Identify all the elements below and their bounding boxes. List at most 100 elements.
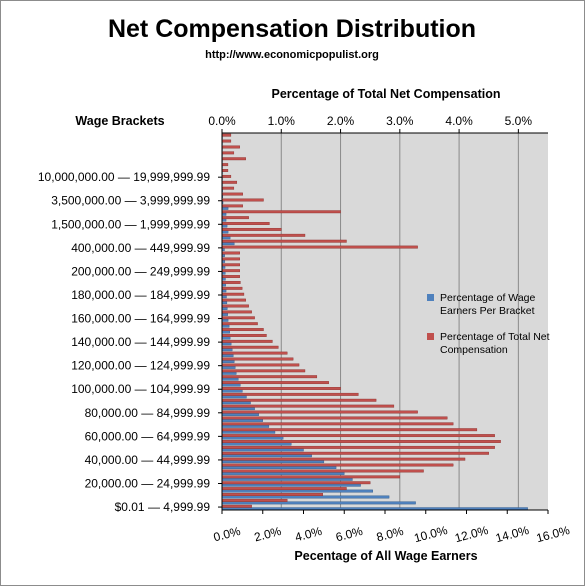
blue-bar: [221, 407, 255, 411]
category-tick-label: 1,500,000.00 — 1,999,999.99: [51, 217, 210, 231]
blue-bar: [221, 395, 247, 399]
category-tick-label: 140,000.00 — 144,999.99: [71, 335, 210, 349]
red-bar: [221, 192, 243, 196]
red-bar: [221, 381, 329, 385]
red-bar: [221, 222, 270, 225]
top-axis-title: Percentage of Total Net Compensation: [272, 87, 501, 101]
blue-bar: [221, 324, 230, 328]
category-tick-label: $0.01 — 4,999.99: [115, 500, 211, 514]
legend-label-net-compensation: Percentage of Total Net: [440, 331, 550, 343]
blue-bar: [221, 295, 227, 299]
red-bar: [221, 375, 318, 379]
red-bar: [221, 298, 246, 302]
red-bar: [221, 251, 240, 255]
red-bar: [221, 334, 267, 337]
red-bar: [221, 133, 232, 137]
red-bar: [221, 451, 489, 455]
bottom-tick-label: 16.0%: [535, 523, 572, 545]
blue-bar: [221, 342, 232, 346]
red-bar: [221, 233, 306, 237]
y-axis-title: Wage Brackets: [75, 114, 164, 128]
red-bar: [221, 457, 466, 461]
legend-label-wage-earners-line2: Earners Per Bracket: [440, 305, 535, 317]
blue-bar: [221, 442, 292, 446]
bottom-tick-label: 14.0%: [494, 523, 531, 545]
blue-bar: [221, 365, 236, 369]
legend-label-net-compensation-line2: Compensation: [440, 344, 508, 356]
blue-bar: [221, 330, 230, 334]
red-bar: [221, 387, 341, 390]
red-bar: [221, 504, 252, 508]
red-bar: [221, 322, 258, 326]
blue-bar: [221, 224, 228, 228]
red-bar: [221, 498, 288, 502]
blue-bar: [221, 218, 227, 222]
top-tick-label: 0.0%: [208, 114, 236, 128]
category-tick-label: 100,000.00 — 104,999.99: [71, 382, 210, 396]
blue-bar: [221, 383, 241, 387]
red-bar: [221, 434, 495, 438]
blue-bar: [221, 336, 231, 340]
red-bar: [221, 157, 246, 161]
red-bar: [221, 269, 240, 273]
bottom-tick-label: 6.0%: [334, 524, 364, 545]
red-bar: [221, 410, 418, 414]
red-bar: [221, 369, 306, 373]
red-bar: [221, 481, 371, 485]
blue-bar: [221, 413, 259, 416]
chart-subtitle: http://www.economicpopulist.org: [205, 49, 379, 61]
red-bar: [221, 463, 454, 467]
blue-bar: [221, 230, 229, 234]
red-bar: [221, 174, 232, 178]
blue-bar: [221, 318, 229, 322]
blue-bar: [221, 401, 251, 405]
red-bar: [221, 239, 347, 243]
red-bar: [221, 304, 249, 308]
blue-bar: [221, 354, 234, 358]
bottom-tick-label: 0.0%: [212, 524, 242, 545]
red-bar: [221, 422, 454, 426]
blue-bar: [221, 477, 353, 481]
blue-bar: [221, 312, 228, 316]
red-bar: [221, 475, 401, 479]
blue-bar: [221, 466, 337, 469]
blue-bar: [221, 483, 361, 487]
blue-bar: [221, 371, 237, 375]
red-bar: [221, 445, 495, 449]
category-tick-label: 20,000.00 — 24,999.99: [85, 476, 211, 490]
blue-bar: [221, 495, 390, 499]
red-bar: [221, 428, 478, 432]
blue-bar: [221, 212, 227, 216]
red-bar: [221, 493, 323, 496]
category-tick-label: 3,500,000.00 — 3,999,999.99: [51, 194, 210, 208]
bottom-axis-title: Pecentage of All Wage Earners: [294, 549, 477, 563]
category-tick-label: 180,000.00 — 184,999.99: [71, 288, 210, 302]
red-bar: [221, 469, 424, 473]
blue-bar: [221, 283, 226, 287]
blue-bar: [221, 377, 239, 381]
red-bar: [221, 275, 240, 278]
category-tick-label: 40,000.00 — 44,999.99: [85, 453, 211, 467]
blue-bar: [221, 206, 229, 210]
red-bar: [221, 210, 341, 214]
blue-bar: [221, 307, 228, 310]
blue-bar: [221, 289, 227, 293]
blue-bar: [221, 360, 235, 363]
red-bar: [221, 339, 273, 343]
bottom-tick-label: 2.0%: [253, 524, 283, 545]
red-bar: [221, 263, 240, 267]
red-bar: [221, 286, 243, 290]
legend-label-wage-earners: Percentage of Wage: [440, 292, 535, 304]
red-bar: [221, 351, 288, 355]
red-bar: [221, 392, 359, 396]
category-tick-label: 120,000.00 — 124,999.99: [71, 359, 210, 373]
legend-swatch-wage-earners: [427, 294, 434, 301]
category-tick-label: 400,000.00 — 449,999.99: [71, 241, 210, 255]
blue-bar: [221, 471, 345, 475]
red-bar: [221, 357, 294, 361]
red-bar: [221, 169, 229, 172]
red-bar: [221, 416, 448, 420]
blue-bar: [221, 418, 263, 422]
red-bar: [221, 245, 418, 249]
